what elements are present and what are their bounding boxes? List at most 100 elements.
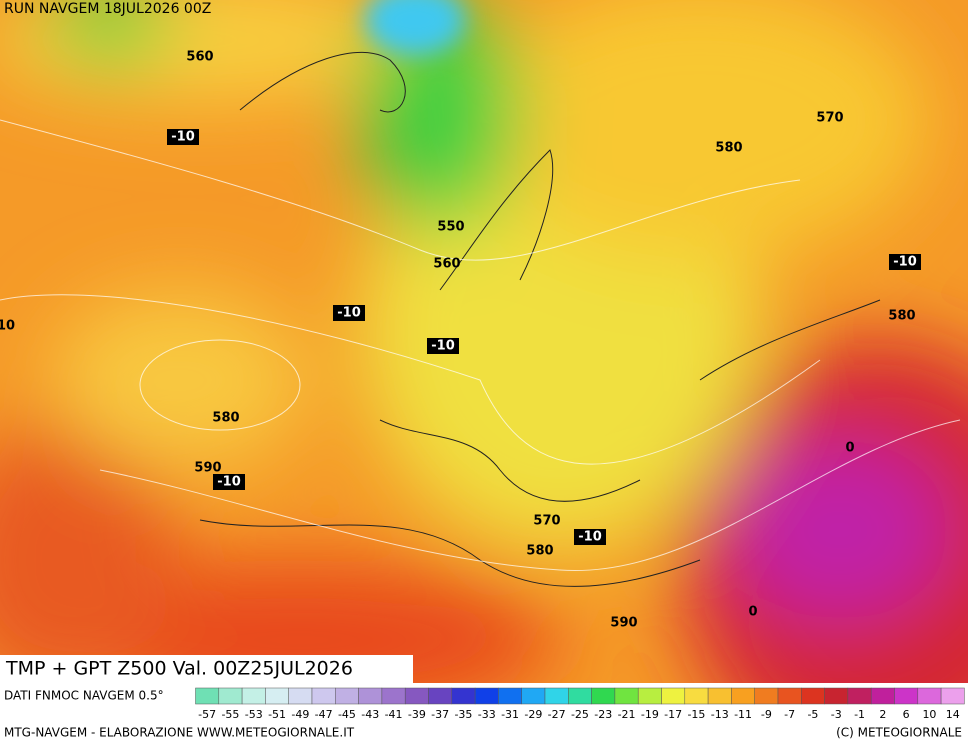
contour-label: -10 <box>893 255 917 270</box>
label-box <box>167 129 199 145</box>
colorbar-swatch <box>777 687 802 705</box>
label-box <box>333 305 365 321</box>
contour-label: -10 <box>431 339 455 354</box>
colorbar-swatch <box>311 687 336 705</box>
colorbar-swatch <box>218 687 243 705</box>
colorbar-label: -1 <box>854 708 865 721</box>
colorbar-label: -43 <box>361 708 379 721</box>
colorbar-label: -13 <box>711 708 729 721</box>
colorbar-label: -39 <box>408 708 426 721</box>
label-box <box>213 474 245 490</box>
colorbar-swatch <box>195 687 220 705</box>
colorbar-label: -11 <box>734 708 752 721</box>
contour-label: 590 <box>610 616 637 631</box>
colorbar-swatch <box>358 687 383 705</box>
colorbar-label: -27 <box>548 708 566 721</box>
colorbar-swatch <box>381 687 406 705</box>
colorbar-swatch <box>335 687 359 705</box>
colorbar-swatch <box>544 687 569 705</box>
colorbar-label: -19 <box>641 708 659 721</box>
contour-label: 580 <box>526 544 553 559</box>
contour-label: 10 <box>0 319 15 334</box>
colorbar-swatch <box>451 687 476 705</box>
colorbar-label: -7 <box>784 708 795 721</box>
colorbar-label: -55 <box>221 708 239 721</box>
contour-label: 560 <box>186 50 213 65</box>
colorbar-swatch <box>754 687 779 705</box>
colorbar-label: -35 <box>454 708 472 721</box>
colorbar-label: -17 <box>664 708 682 721</box>
colorbar-swatch <box>614 687 639 705</box>
colorbar-label: 6 <box>903 708 910 721</box>
colorbar-swatch <box>521 687 546 705</box>
credit: MTG-NAVGEM - ELABORAZIONE WWW.METEOGIORN… <box>4 726 355 740</box>
colorbar-label: -9 <box>761 708 772 721</box>
colorbar-swatch <box>731 687 755 705</box>
colorbar-swatch <box>684 687 709 705</box>
label-box <box>889 254 921 270</box>
run-label: RUN NAVGEM 18JUL2026 00Z <box>4 1 211 17</box>
contour-label: -10 <box>337 306 361 321</box>
colorbar-swatch <box>591 687 616 705</box>
label-box <box>427 338 459 354</box>
colorbar-label: -3 <box>831 708 842 721</box>
colorbar-swatch <box>917 687 942 705</box>
colorbar-label: 2 <box>879 708 886 721</box>
colorbar-swatch <box>241 687 266 705</box>
colorbar-label: -23 <box>594 708 612 721</box>
colorbar-label: -31 <box>501 708 519 721</box>
colorbar-label: -45 <box>338 708 356 721</box>
colorbar-swatch <box>474 687 499 705</box>
colorbar-swatch <box>661 687 686 705</box>
colorbar-label: -29 <box>524 708 542 721</box>
colorbar-label: -53 <box>245 708 263 721</box>
colorbar-swatch <box>568 687 592 705</box>
colorbar-label: -33 <box>478 708 496 721</box>
colorbar-label: -15 <box>687 708 705 721</box>
colorbar-swatch <box>637 687 662 705</box>
colorbar-swatch <box>404 687 429 705</box>
contour-label: 570 <box>816 111 843 126</box>
colorbar-swatch <box>707 687 732 705</box>
colorbar-label: -47 <box>315 708 333 721</box>
colorbar-label: -57 <box>198 708 216 721</box>
colorbar-swatch <box>870 687 895 705</box>
colorbar-label: 10 <box>922 708 936 721</box>
contour-label: 580 <box>715 141 742 156</box>
colorbar-label: -37 <box>431 708 449 721</box>
colorbar-label: 14 <box>946 708 960 721</box>
colorbar-label: -5 <box>807 708 818 721</box>
colorbar-swatch <box>498 687 522 705</box>
colorbar-swatch <box>288 687 313 705</box>
colorbar-swatch <box>265 687 289 705</box>
contour-label: 590 <box>194 461 221 476</box>
source: DATI FNMOC NAVGEM 0.5° <box>4 689 164 703</box>
contour-label: 560 <box>433 257 460 272</box>
map-title: TMP + GPT Z500 Val. 00Z25JUL2026 <box>5 658 353 680</box>
colorbar-swatch <box>847 687 872 705</box>
colorbar-label: -51 <box>268 708 286 721</box>
colorbar-label: -41 <box>385 708 403 721</box>
contour-label: 550 <box>437 220 464 235</box>
colorbar-swatch <box>894 687 919 705</box>
colorbar-label: -25 <box>571 708 589 721</box>
contour-label: 580 <box>212 411 239 426</box>
colorbar-label: -49 <box>291 708 309 721</box>
colorbar-label: -21 <box>618 708 636 721</box>
colorbar-swatch <box>801 687 825 705</box>
title-box <box>0 655 413 683</box>
colorbar-swatch <box>824 687 849 705</box>
contour-label: -10 <box>171 130 195 145</box>
label-box <box>574 529 606 545</box>
contour-label: 580 <box>888 309 915 324</box>
colorbar-swatch <box>940 687 965 705</box>
copyright: (C) METEOGIORNALE <box>836 726 962 740</box>
colorbar-swatch <box>428 687 453 705</box>
contour-label: 570 <box>533 514 560 529</box>
contour-label: -10 <box>578 530 602 545</box>
contour-label: 0 <box>845 441 854 456</box>
contour-label: -10 <box>217 475 241 490</box>
contour-label: 0 <box>748 605 757 620</box>
